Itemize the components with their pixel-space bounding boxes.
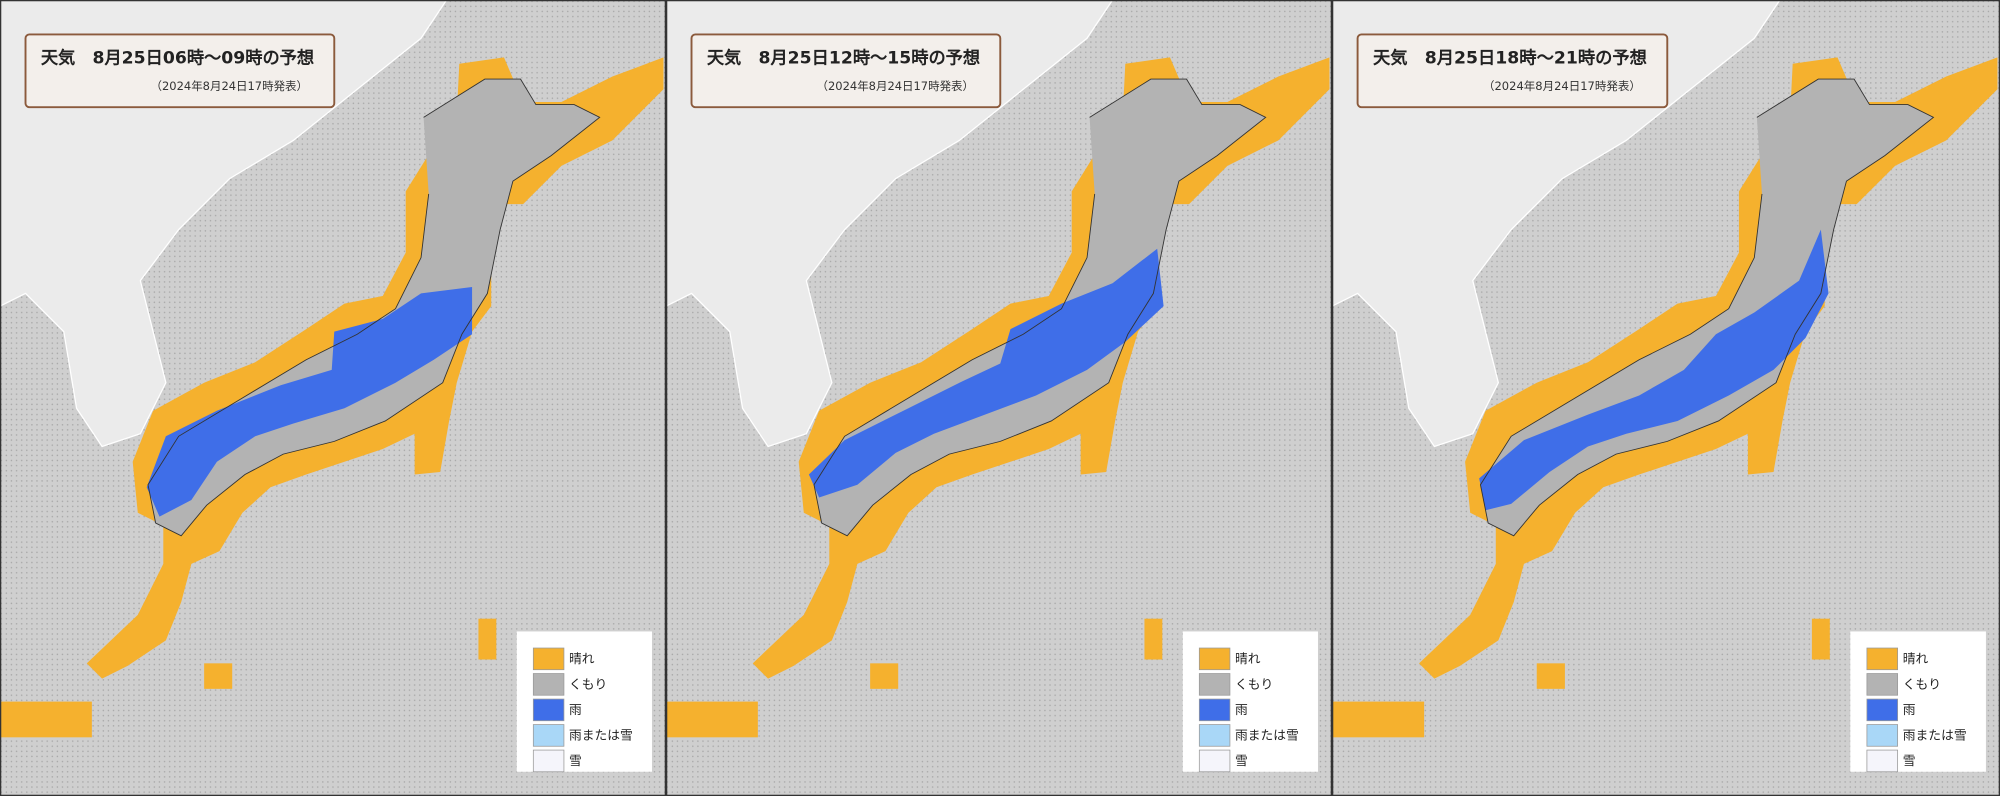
panel-subtitle: （2024年8月24日17時発表） [817,79,974,93]
legend-swatch [1866,724,1899,747]
legend-swatch [532,724,565,747]
legend-swatch [1866,749,1899,773]
island-area [1811,618,1830,660]
legend-swatch [1866,698,1899,722]
legend-label: 雪 [569,754,582,769]
map-panel: 天気 8月25日12時～15時の予想 （2024年8月24日17時発表） 晴れくもり… [666,0,1332,796]
legend-swatch [1198,647,1231,671]
island-area [666,701,758,738]
panel-title: 天気 8月25日06時～09時の予想 [41,48,314,69]
legend-label: 晴れ [569,652,595,667]
legend-label: くもり [1903,678,1941,693]
legend-label: 晴れ [1903,652,1929,667]
legend-label: 晴れ [1235,652,1261,667]
title-box [1356,33,1669,109]
rain-area [146,287,473,517]
mainland [0,0,448,448]
legend-swatch [1198,698,1231,722]
legend-label: 雨または雪 [1903,729,1967,744]
rain-area [1479,229,1829,511]
panel-border [1332,0,2000,796]
legend-label: くもり [1235,678,1273,693]
island-area [478,618,497,660]
coastline [813,78,1267,537]
map-panel: 天気 8月25日06時～09時の予想 （2024年8月24日17時発表） 晴れくもり… [0,0,666,796]
legend-swatch [1198,673,1231,696]
legend-swatch [1198,724,1231,747]
legend-swatch [532,673,565,696]
island-area [0,701,92,738]
panel-title: 天気 8月25日12時～15時の予想 [707,48,980,69]
panel-subtitle: （2024年8月24日17時発表） [1483,79,1641,93]
island-area [870,663,899,689]
legend-swatch [1866,673,1899,696]
island-area [1144,618,1163,660]
legend-swatch [1866,647,1899,671]
island-area [204,663,233,689]
panel-subtitle: （2024年8月24日17時発表） [151,79,308,93]
legend-label: 雪 [1903,754,1916,769]
legend-label: 雨 [569,703,582,718]
legend-swatch [532,647,565,671]
legend-label: くもり [569,678,607,693]
map-panel: 天気 8月25日18時～21時の予想 （2024年8月24日17時発表） 晴れくもり… [1332,0,2000,796]
island-area [1536,663,1565,689]
legend-label: 雨または雪 [569,729,633,744]
legend-label: 雨 [1903,703,1916,718]
mainland [666,0,1114,448]
legend-swatch [1198,749,1231,773]
legend-label: 雨 [1235,703,1248,718]
title-box [690,33,1002,109]
legend-swatch [532,698,565,722]
mainland [1332,0,1781,448]
legend-label: 雨または雪 [1235,729,1299,744]
rain-area [808,248,1164,498]
panel-border [666,0,1332,796]
title-box [24,33,336,109]
panel-border [0,0,666,796]
coastline [1479,78,1935,537]
coastline [147,78,601,537]
island-area [1332,701,1425,738]
legend-label: 雪 [1235,754,1248,769]
panel-title: 天気 8月25日18時～21時の予想 [1373,48,1647,69]
legend-swatch [532,749,565,773]
